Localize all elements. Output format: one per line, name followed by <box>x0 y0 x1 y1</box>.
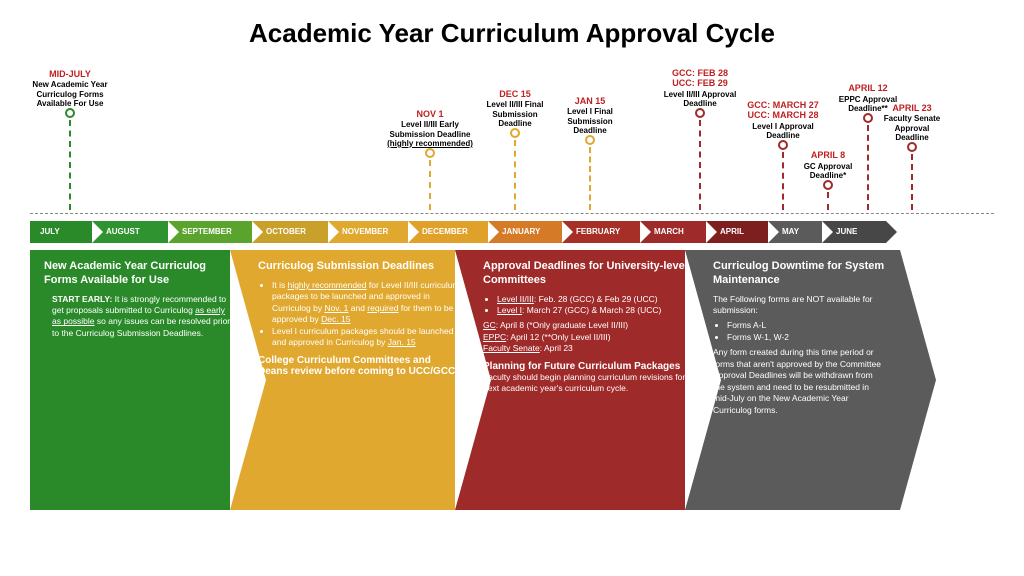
t: : Feb. 28 (GCC) & Feb 29 (UCC) <box>534 294 658 304</box>
phase3-li2: Level I: March 27 (GCC) & March 28 (UCC) <box>497 305 691 316</box>
month-may: MAY <box>768 221 830 243</box>
phase-maroon: Approval Deadlines for University-level … <box>455 250 705 510</box>
phase3-l5: Faculty Senate: April 23 <box>483 343 691 354</box>
t: and <box>348 303 367 313</box>
month-april: APRIL <box>706 221 776 243</box>
t: : April 12 (**Only Level II/III) <box>506 332 610 342</box>
phase-green: New Academic Year Curriculog Forms Avail… <box>30 250 250 510</box>
month-july: JULY <box>30 221 100 243</box>
phase-gray: Curriculog Downtime for System Maintenan… <box>685 250 900 510</box>
phase1-body: START EARLY: It is strongly recommended … <box>52 294 236 340</box>
timeline-pin: MID-JULYNew Academic Year Curriculog For… <box>15 69 125 210</box>
t: : April 8 (*Only graduate Level II/III) <box>496 320 628 330</box>
t: Level I <box>497 305 522 315</box>
phase3-title: Approval Deadlines for University-level … <box>483 260 691 288</box>
month-february: FEBRUARY <box>562 221 648 243</box>
phase4-li2: Forms W-1, W-2 <box>727 332 886 343</box>
month-ribbon: JULYAUGUSTSEPTEMBEROCTOBERNOVEMBERDECEMB… <box>30 221 878 243</box>
timeline-pins: MID-JULYNew Academic Year Curriculog For… <box>0 55 1024 210</box>
phase-gold: Curriculog Submission Deadlines It is hi… <box>230 250 475 510</box>
t: required <box>367 303 398 313</box>
phase1-title: New Academic Year Curriculog Forms Avail… <box>44 260 236 288</box>
month-december: DECEMBER <box>408 221 496 243</box>
phase2-li1: It is highly recommended for Level II/II… <box>272 280 461 326</box>
phase3-li1: Level II/III: Feb. 28 (GCC) & Feb 29 (UC… <box>497 294 691 305</box>
month-march: MARCH <box>640 221 714 243</box>
t: GC <box>483 320 496 330</box>
timeline-pin: APRIL 23Faculty Senate Approval Deadline <box>857 103 967 210</box>
t: : March 27 (GCC) & March 28 (UCC) <box>522 305 661 315</box>
phase2-sub: College Curriculum Committees and Deans … <box>258 355 461 377</box>
phase4-title: Curriculog Downtime for System Maintenan… <box>713 260 886 288</box>
month-august: AUGUST <box>92 221 176 243</box>
t: Nov. 1 <box>324 303 348 313</box>
month-june: JUNE <box>822 221 886 243</box>
phase2-li2: Level I curriculum packages should be la… <box>272 326 461 349</box>
month-october: OCTOBER <box>252 221 336 243</box>
t: It is <box>272 280 288 290</box>
t: Level I curriculum packages should be la… <box>272 326 453 347</box>
phase-panels: New Academic Year Curriculog Forms Avail… <box>30 250 880 510</box>
phase3-l3: GC: April 8 (*Only graduate Level II/III… <box>483 320 691 331</box>
month-september: SEPTEMBER <box>168 221 260 243</box>
page-title: Academic Year Curriculum Approval Cycle <box>0 18 1024 49</box>
month-november: NOVEMBER <box>328 221 416 243</box>
phase3-sub: Planning for Future Curriculum Packages <box>483 361 691 372</box>
t: Dec. 15 <box>321 314 350 324</box>
t: Faculty Senate <box>483 343 540 353</box>
phase1-lead: START EARLY: <box>52 294 112 304</box>
phase2-title: Curriculog Submission Deadlines <box>258 260 461 274</box>
phase4-lead: The Following forms are NOT available fo… <box>713 294 886 317</box>
t: : April 23 <box>540 343 573 353</box>
timeline-baseline <box>30 213 994 214</box>
phase4-tail: Any form created during this time period… <box>713 347 886 416</box>
phase3-sub-body: Faculty should begin planning curriculum… <box>483 372 691 395</box>
phase4-li1: Forms A-L <box>727 320 886 331</box>
t: Jan. 15 <box>388 337 416 347</box>
t: Level II/III <box>497 294 534 304</box>
phase3-l4: EPPC: April 12 (**Only Level II/III) <box>483 332 691 343</box>
month-january: JANUARY <box>488 221 570 243</box>
t: EPPC <box>483 332 506 342</box>
timeline-pin: JAN 15Level I Final Submission Deadline <box>535 96 645 210</box>
t: highly recommended <box>288 280 367 290</box>
